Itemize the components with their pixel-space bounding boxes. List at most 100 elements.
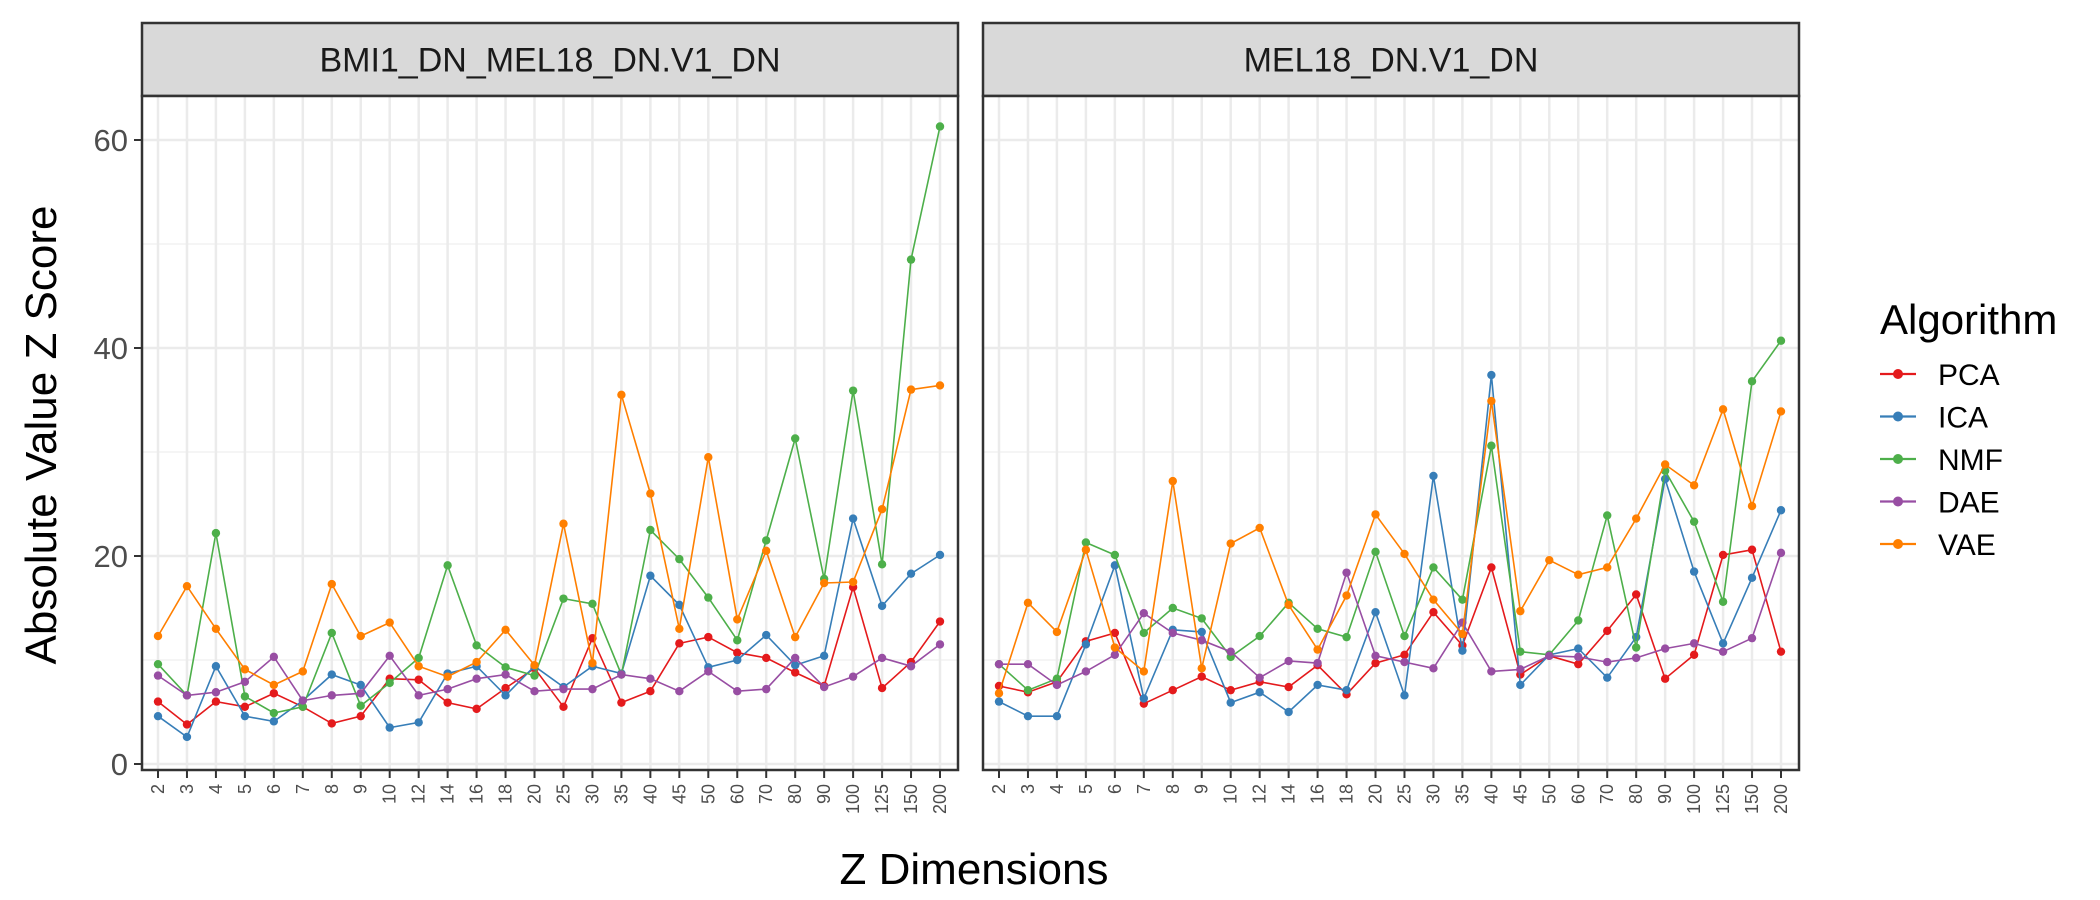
facet-strip bbox=[981, 21, 1801, 98]
x-tick-label: 60 bbox=[1568, 784, 1588, 804]
point-dae bbox=[1429, 664, 1438, 673]
point-dae bbox=[1284, 656, 1293, 666]
x-tick-label: 200 bbox=[930, 784, 950, 814]
legend-key-point bbox=[1893, 496, 1903, 507]
point-pca bbox=[472, 704, 481, 714]
legend-item-vae: VAE bbox=[1880, 529, 1996, 562]
point-vae bbox=[704, 453, 713, 462]
legend-item-nmf: NMF bbox=[1880, 444, 2003, 477]
point-nmf bbox=[1487, 441, 1496, 450]
point-vae bbox=[1747, 501, 1757, 511]
x-tick-label: 20 bbox=[1366, 784, 1386, 804]
point-dae bbox=[1574, 652, 1583, 662]
point-vae bbox=[1458, 629, 1467, 639]
point-vae bbox=[1255, 523, 1264, 533]
point-ica bbox=[1052, 711, 1062, 721]
point-dae bbox=[530, 687, 539, 696]
point-dae bbox=[1400, 657, 1409, 667]
point-pca bbox=[153, 697, 163, 706]
x-tick-label: 5 bbox=[1076, 784, 1096, 794]
point-vae bbox=[1023, 598, 1033, 607]
x-tick-label: 12 bbox=[1250, 784, 1270, 804]
legend-label: ICA bbox=[1938, 402, 1988, 435]
x-tick-label: 50 bbox=[1539, 784, 1559, 804]
x-tick-label: 30 bbox=[1423, 784, 1443, 804]
point-ica bbox=[762, 630, 771, 640]
point-nmf bbox=[588, 599, 597, 609]
point-nmf bbox=[877, 560, 887, 569]
point-nmf bbox=[1197, 614, 1206, 623]
point-ica bbox=[994, 697, 1004, 706]
point-ica bbox=[1226, 698, 1235, 707]
point-pca bbox=[414, 675, 423, 684]
point-ica bbox=[1313, 680, 1322, 690]
point-dae bbox=[327, 691, 336, 700]
legend-title: Algorithm bbox=[1880, 296, 2057, 343]
point-vae bbox=[530, 661, 539, 670]
y-tick-label: 60 bbox=[94, 123, 128, 158]
point-dae bbox=[1516, 665, 1525, 674]
point-vae bbox=[1660, 460, 1670, 469]
y-axis-title: Absolute Value Z Score bbox=[17, 206, 66, 665]
point-nmf bbox=[1776, 336, 1786, 345]
point-nmf bbox=[1342, 632, 1351, 642]
point-ica bbox=[1110, 561, 1120, 570]
x-tick-label: 2 bbox=[148, 784, 168, 794]
x-tick-label: 8 bbox=[322, 784, 342, 794]
point-nmf bbox=[1371, 547, 1380, 557]
x-tick-label: 200 bbox=[1771, 784, 1791, 814]
point-nmf bbox=[790, 434, 800, 443]
x-tick-label: 30 bbox=[582, 784, 602, 804]
point-dae bbox=[1023, 659, 1033, 669]
x-tick-label: 25 bbox=[1394, 784, 1414, 804]
point-nmf bbox=[1689, 517, 1699, 526]
point-ica bbox=[414, 718, 423, 727]
point-ica bbox=[1603, 673, 1612, 682]
point-dae bbox=[1660, 644, 1670, 653]
x-tick-label: 14 bbox=[438, 784, 458, 804]
point-vae bbox=[211, 624, 221, 633]
point-vae bbox=[1226, 539, 1235, 548]
point-dae bbox=[211, 688, 221, 697]
point-pca bbox=[704, 632, 713, 642]
point-vae bbox=[472, 657, 481, 667]
x-tick-label: 80 bbox=[785, 784, 805, 804]
point-vae bbox=[1342, 591, 1351, 600]
point-dae bbox=[819, 682, 829, 692]
point-nmf bbox=[443, 561, 452, 570]
point-dae bbox=[1197, 636, 1206, 645]
panels: BMI1_DN_MEL18_DN.V1_DN2 3 4 5 6 7 8 9 10 12 14 16 18… bbox=[94, 21, 1801, 814]
point-dae bbox=[877, 653, 887, 663]
point-vae bbox=[906, 385, 916, 394]
point-vae bbox=[1516, 606, 1525, 616]
point-dae bbox=[1139, 609, 1149, 618]
point-nmf bbox=[211, 528, 221, 538]
point-pca bbox=[1603, 626, 1612, 636]
point-pca bbox=[356, 711, 365, 721]
x-tick-label: 9 bbox=[1192, 784, 1212, 794]
point-pca bbox=[733, 648, 742, 657]
point-nmf bbox=[1255, 631, 1264, 641]
point-ica bbox=[1371, 607, 1380, 617]
point-nmf bbox=[1052, 674, 1062, 683]
legend-key-point bbox=[1893, 539, 1903, 549]
point-ica bbox=[906, 569, 916, 578]
point-dae bbox=[1458, 618, 1467, 627]
point-pca bbox=[211, 697, 221, 706]
x-tick-label: 6 bbox=[1105, 784, 1125, 794]
x-tick-label: 18 bbox=[1337, 784, 1357, 804]
point-ica bbox=[1284, 707, 1293, 717]
point-vae bbox=[327, 579, 336, 589]
point-pca bbox=[675, 639, 684, 648]
panel-1: BMI1_DN_MEL18_DN.V1_DN2 3 4 5 6 7 8 9 10 12 14 16 18… bbox=[94, 21, 960, 814]
x-tick-label: 12 bbox=[409, 784, 429, 804]
legend-item-ica: ICA bbox=[1880, 402, 1988, 435]
x-tick-label: 100 bbox=[1684, 784, 1704, 814]
point-vae bbox=[1689, 481, 1699, 490]
legend-item-pca: PCA bbox=[1880, 359, 2000, 392]
point-dae bbox=[1168, 628, 1177, 638]
point-ica bbox=[1400, 691, 1409, 700]
point-vae bbox=[1487, 396, 1496, 406]
x-tick-label: 125 bbox=[872, 784, 892, 814]
point-vae bbox=[1081, 545, 1091, 554]
